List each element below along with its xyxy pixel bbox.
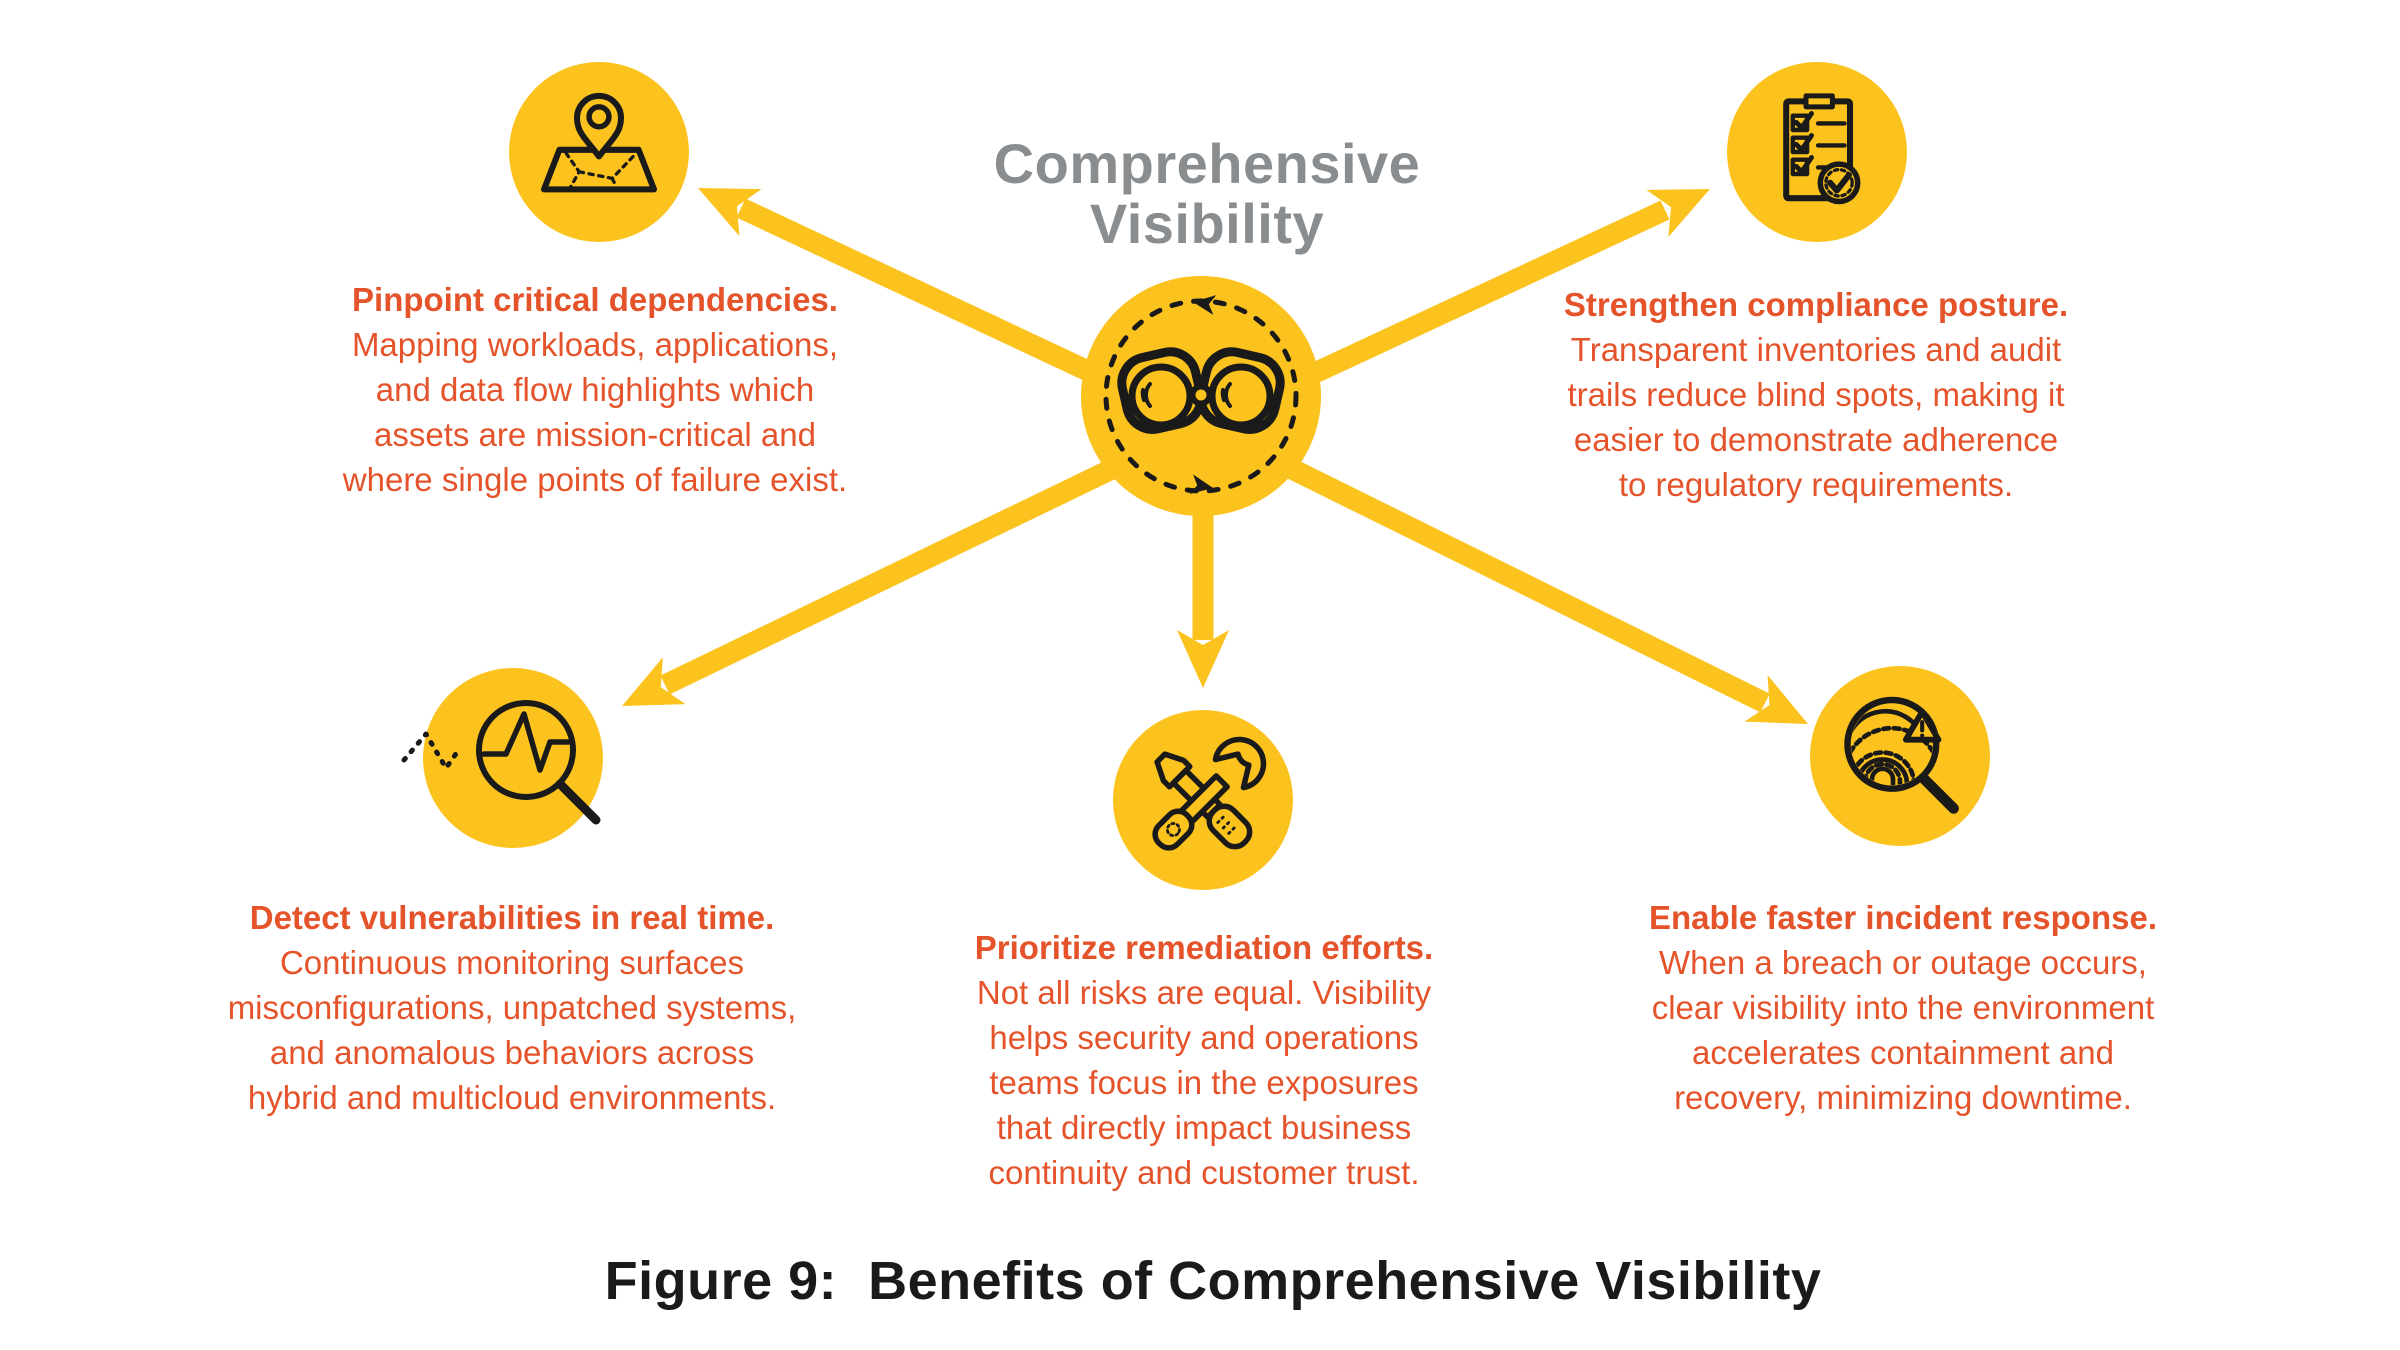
monitoring-magnifier-icon (401, 700, 601, 825)
central-hub (1081, 276, 1321, 516)
spoke-text-respond: Enable faster incident response. When a … (1543, 895, 2263, 1120)
spoke-body: Transparent inventories and audit trails… (1567, 331, 2065, 503)
spoke-lead: Detect vulnerabilities in real time. (249, 899, 775, 936)
spoke-lead: Strengthen compliance posture. (1563, 286, 2069, 323)
spoke-body: Continuous monitoring surfaces misconfig… (227, 944, 797, 1116)
wrench (1152, 736, 1267, 851)
figure-caption: Figure 9: Benefits of Comprehensive Visi… (604, 1251, 1822, 1311)
spoke-body: When a breach or outage occurs, clear vi… (1651, 944, 2155, 1116)
arrow-to-respond (1198, 415, 1808, 724)
compliance-checklist-icon (1783, 93, 1861, 205)
map-pin-icon (540, 92, 658, 193)
cycle-arrowhead-top (1193, 295, 1217, 315)
spoke-body: Not all risks are equal. Visibility help… (976, 974, 1432, 1191)
spoke-text-pinpoint: Pinpoint critical dependencies. Mapping … (235, 277, 955, 502)
spoke-body: Mapping workloads, applications, and dat… (342, 326, 848, 498)
spoke-text-detect: Detect vulnerabilities in real time. Con… (152, 895, 872, 1120)
binoculars-cycle-icon (1103, 295, 1299, 495)
bubble-prioritize (1113, 710, 1293, 890)
crossed-tools-icon (1152, 736, 1267, 851)
spoke-text-compliance: Strengthen compliance posture. Transpare… (1456, 282, 2176, 507)
bubble-compliance (1727, 62, 1907, 242)
spoke-lead: Pinpoint critical dependencies. (352, 281, 838, 318)
center-title: Comprehensive Visibility (993, 132, 1421, 255)
spoke-text-prioritize: Prioritize remediation efforts. Not all … (844, 925, 1564, 1195)
spoke-lead: Prioritize remediation efforts. (974, 929, 1434, 966)
bubble-pinpoint (509, 62, 689, 242)
arrow-to-prioritize (1177, 500, 1229, 688)
bubble-respond (1810, 666, 1990, 846)
fingerprint-magnifier-icon (1844, 696, 1959, 814)
cycle-arrowhead-bottom (1189, 474, 1213, 495)
spoke-lead: Enable faster incident response. (1649, 899, 2157, 936)
